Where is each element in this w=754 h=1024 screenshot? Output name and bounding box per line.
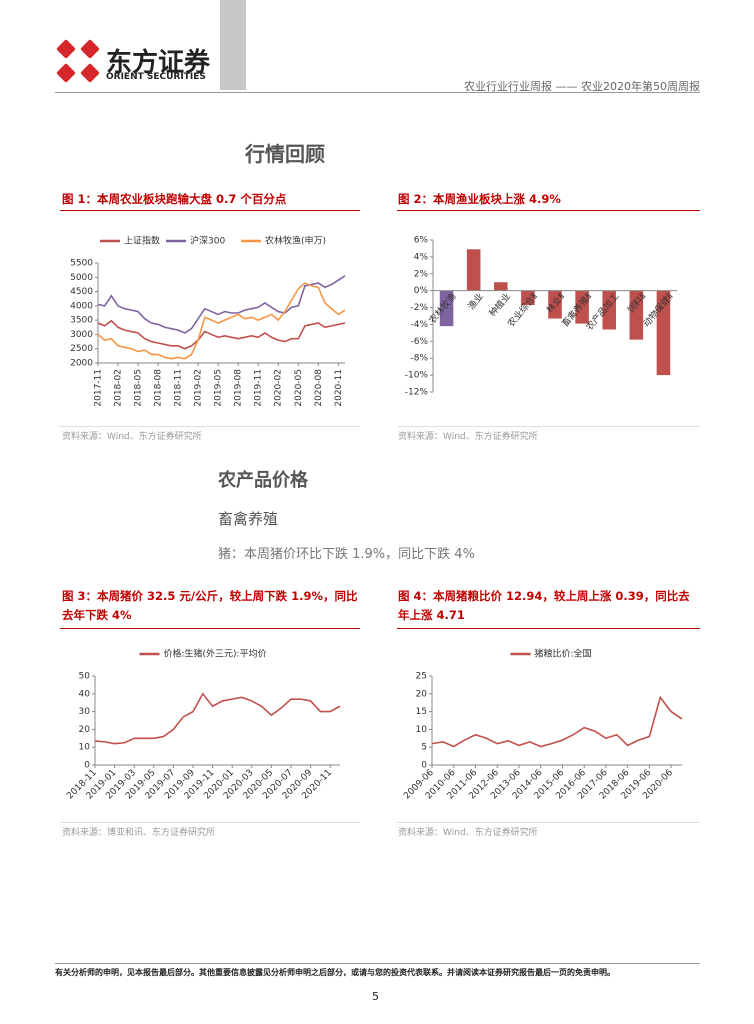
- figure-caption: 图 2：本周渔业板块上涨 4.9%: [398, 192, 561, 206]
- section-title: 农产品价格: [218, 470, 308, 491]
- caption-rule: [397, 210, 700, 211]
- series-line: [97, 319, 346, 350]
- x-tick-label: 2020-11: [334, 369, 344, 407]
- y-tick-label: 3500: [70, 316, 93, 326]
- figure-source: 资料来源：Wind、东方证券研究所: [398, 828, 538, 838]
- bar: [521, 290, 535, 306]
- footer-rule: [55, 963, 700, 964]
- y-tick-label: 5: [421, 743, 427, 753]
- page-number: 5: [372, 990, 379, 1003]
- header-rule: [55, 92, 700, 93]
- source-rule: [397, 426, 700, 427]
- bar: [575, 290, 589, 324]
- x-tick-label: 2018-11: [174, 369, 184, 407]
- y-tick-label: 4%: [414, 252, 429, 262]
- legend-label: 价格:生猪(外三元):平均价: [164, 648, 267, 660]
- section-title: 行情回顾: [245, 142, 325, 166]
- source-rule: [60, 426, 360, 427]
- y-tick-label: -12%: [405, 388, 429, 398]
- y-tick-label: 6%: [414, 236, 429, 246]
- logo: [56, 39, 100, 83]
- legend-label: 农林牧渔(申万): [265, 235, 326, 247]
- y-tick-label: 2000: [70, 359, 93, 369]
- y-tick-label: 3000: [70, 330, 93, 340]
- y-tick-label: 50: [79, 672, 91, 682]
- caption-rule: [60, 628, 360, 629]
- y-tick-label: 5000: [70, 273, 93, 283]
- series-line: [97, 275, 346, 334]
- y-tick-label: 0: [421, 761, 427, 771]
- x-tick-label: 2019-05: [214, 369, 224, 407]
- disclaimer: 有关分析师的申明，见本报告最后部分。其他重要信息披露见分析师申明之后部分，或请与…: [55, 968, 615, 977]
- x-tick-label: 2019-11: [254, 369, 264, 407]
- y-tick-label: 2500: [70, 344, 93, 354]
- x-tick-label: 2018-08: [154, 369, 164, 407]
- bar: [494, 282, 508, 291]
- caption-rule: [60, 210, 360, 211]
- bar: [656, 290, 671, 376]
- bar: [602, 290, 616, 330]
- x-tick-label: 2017-11: [94, 369, 104, 407]
- series-line: [94, 692, 341, 745]
- y-tick-label: 0%: [414, 286, 429, 296]
- y-tick-label: 25: [416, 672, 427, 682]
- y-tick-label: -10%: [405, 371, 429, 381]
- y-tick-label: 10: [79, 743, 91, 753]
- x-tick-label: 2020-05: [294, 369, 304, 407]
- x-tick-label: 种植业: [486, 290, 513, 318]
- chart: 2000 2500 3000 3500 4000 4500 5000 5500 2017-11 2…: [70, 235, 346, 407]
- report-title: 农业行业行业周报 —— 农业2020年第50周周报: [464, 80, 700, 93]
- bar: [629, 290, 644, 340]
- caption-rule: [397, 628, 700, 629]
- source-rule: [397, 822, 700, 823]
- figure-source: 资料来源：Wind、东方证券研究所: [398, 432, 538, 442]
- legend-label: 沪深300: [190, 235, 225, 247]
- y-tick-label: 0: [84, 761, 90, 771]
- series-line: [97, 282, 346, 360]
- figure-caption: 图 4：本周猪粮比价 12.94，较上周上涨 0.39，同比去年上涨 4.71: [398, 589, 690, 622]
- figure-source: 资料来源：博亚和讯、东方证券研究所: [62, 828, 216, 838]
- figure-source: 资料来源：Wind、东方证券研究所: [62, 432, 202, 442]
- x-tick-label: 2018-02: [114, 369, 124, 407]
- y-tick-label: 20: [79, 725, 91, 735]
- bar: [439, 290, 454, 327]
- subsection-title: 畜禽养殖: [218, 510, 279, 528]
- header-band: [220, 0, 246, 90]
- legend-label: 上证指数: [124, 235, 160, 247]
- chart: 05101520252009-062010-062011-062012-0620…: [402, 648, 683, 801]
- y-tick-label: -8%: [410, 354, 428, 364]
- figure-caption: 图 1：本周农业板块跑输大盘 0.7 个百分点: [62, 192, 287, 206]
- chart: 010203040502018-112019-012019-032019-052…: [65, 648, 341, 801]
- company-cn: 东方证券: [106, 48, 211, 78]
- figure-caption: 图 3：本周猪价 32.5 元/公斤，较上周下跌 1.9%，同比去年下跌 4%: [62, 589, 358, 622]
- y-tick-label: 20: [416, 689, 428, 699]
- y-tick-label: -2%: [410, 303, 428, 313]
- summary: 猪：本周猪价环比下跌 1.9%，同比下跌 4%: [218, 547, 475, 562]
- y-tick-label: 15: [416, 707, 427, 717]
- y-tick-label: 4500: [70, 287, 93, 297]
- y-tick-label: 40: [79, 689, 91, 699]
- bar: [466, 249, 481, 291]
- y-tick-label: 30: [79, 707, 91, 717]
- y-tick-label: 10: [416, 725, 428, 735]
- bar: [548, 290, 562, 319]
- y-tick-label: 4000: [70, 301, 93, 311]
- x-tick-label: 渔业: [466, 291, 486, 312]
- chart: -12%-10%-8%-6%-4%-2%0%2%4%6%农林牧渔 渔业 种植业农业综…: [405, 236, 677, 398]
- x-tick-label: 2019-02: [194, 369, 204, 407]
- x-tick-label: 2018-05: [134, 369, 144, 407]
- y-tick-label: 2%: [414, 269, 429, 279]
- x-tick-label: 2019-08: [234, 369, 244, 407]
- x-tick-label: 2020-08: [314, 369, 324, 407]
- series-line: [431, 695, 683, 748]
- y-tick-label: 5500: [70, 259, 93, 269]
- legend-label: 猪粮比价:全国: [535, 648, 592, 660]
- x-tick-label: 2020-02: [274, 369, 284, 407]
- company-en: ORIENT SECURITIES: [106, 72, 206, 82]
- source-rule: [60, 822, 360, 823]
- y-tick-label: -4%: [410, 320, 428, 330]
- y-tick-label: -6%: [410, 337, 428, 347]
